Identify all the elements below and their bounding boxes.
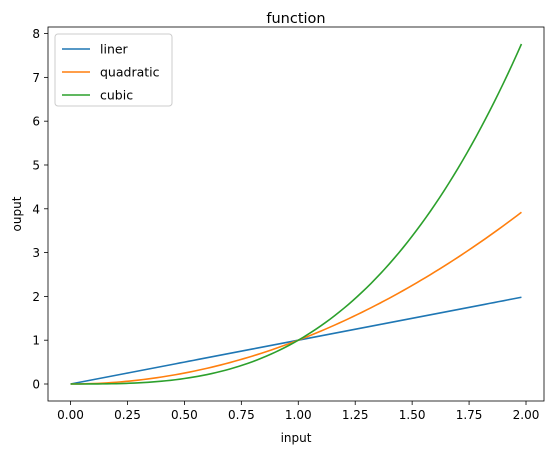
x-tick-label: 1.50	[399, 408, 426, 422]
legend-box	[54, 33, 173, 107]
y-axis-label: ouput	[10, 196, 24, 231]
y-tick-label: 5	[32, 158, 40, 172]
legend-label-quadratic: quadratic	[100, 65, 160, 80]
y-tick-label: 1	[32, 334, 40, 348]
x-tick-label: 0.25	[114, 408, 141, 422]
y-tick-label: 3	[32, 246, 40, 260]
y-tick-label: 7	[32, 71, 40, 85]
x-tick-label: 0.50	[171, 408, 198, 422]
x-tick-label: 2.00	[513, 408, 540, 422]
legend-label-cubic: cubic	[100, 88, 133, 103]
series-lines	[70, 43, 523, 385]
legend: liner quadratic cubic	[54, 33, 173, 107]
y-tick-label: 4	[32, 202, 40, 216]
y-axis-ticks: 0 1 2 3 4 5 6 7 8	[32, 27, 48, 392]
y-tick-label: 0	[32, 378, 40, 392]
x-tick-label: 1.00	[285, 408, 312, 422]
x-tick-label: 0.00	[57, 408, 84, 422]
x-tick-label: 1.75	[456, 408, 483, 422]
y-tick-label: 6	[32, 115, 40, 129]
legend-label-liner: liner	[100, 42, 129, 57]
x-tick-label: 1.25	[342, 408, 369, 422]
x-axis-ticks: 0.00 0.25 0.50 0.75 1.00 1.25 1.50 1.75 2.00	[57, 401, 539, 422]
series-line-cubic	[70, 43, 523, 385]
plot-frame	[47, 26, 545, 402]
y-tick-label: 2	[32, 290, 40, 304]
series-line-quadratic	[70, 211, 522, 385]
chart-title: function	[266, 11, 325, 27]
legend-items: liner quadratic cubic	[62, 42, 160, 103]
x-tick-label: 0.75	[228, 408, 255, 422]
y-tick-label: 8	[32, 27, 40, 41]
x-axis-label: input	[281, 431, 312, 445]
